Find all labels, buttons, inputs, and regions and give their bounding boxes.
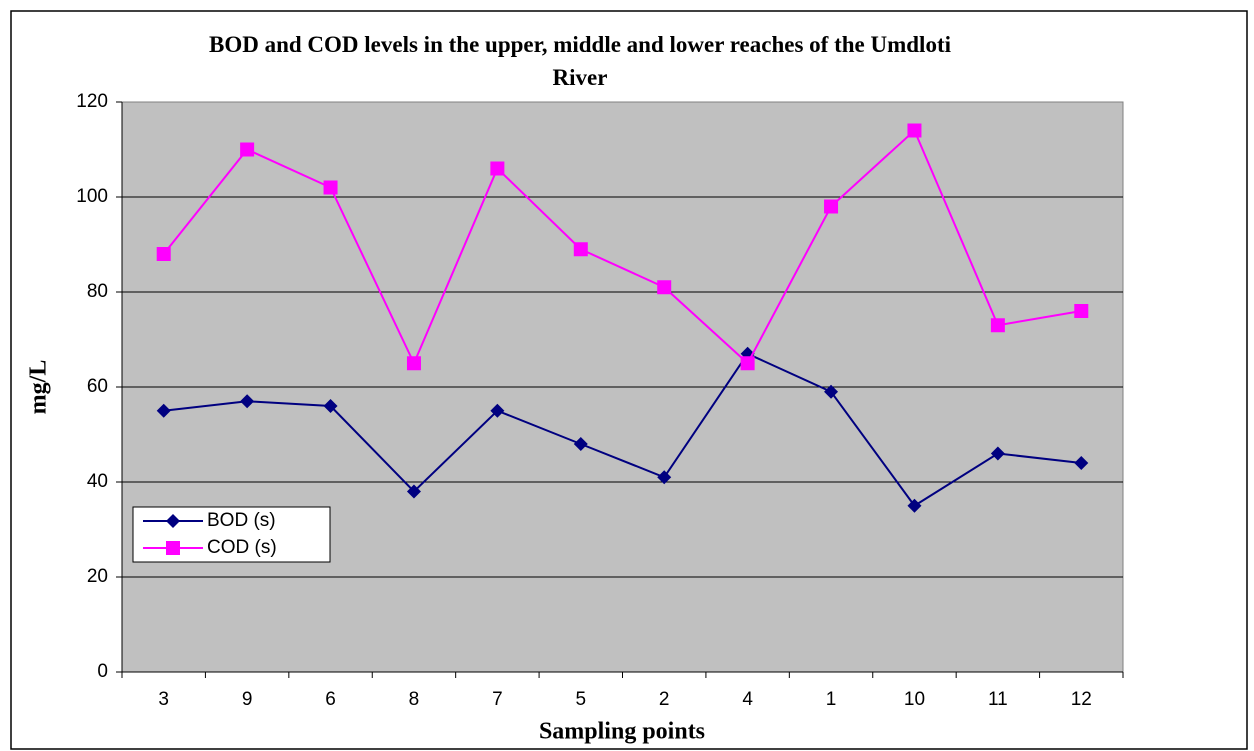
x-tick-label: 5 (576, 689, 587, 710)
y-tick-label: 120 (76, 91, 108, 112)
y-tick-label: 20 (87, 566, 108, 587)
x-tick-label: 2 (659, 689, 670, 710)
x-tick-label: 6 (325, 689, 336, 710)
x-tick-label: 12 (1071, 689, 1092, 710)
marker (990, 318, 1005, 333)
y-tick-label: 0 (97, 661, 108, 682)
marker (406, 484, 421, 499)
legend-marker (166, 514, 180, 528)
marker (323, 399, 338, 413)
marker (740, 356, 755, 371)
marker (907, 123, 922, 138)
x-tick-label: 10 (904, 689, 925, 710)
x-tick-label: 3 (158, 689, 169, 710)
x-tick-label: 7 (492, 689, 503, 710)
chart-title: BOD and COD levels in the upper, middle … (209, 32, 951, 90)
x-tick-label: 9 (242, 689, 253, 710)
marker (657, 470, 672, 485)
legend-label: BOD (s) (207, 510, 276, 531)
y-tick-label: 60 (87, 376, 108, 397)
marker (824, 384, 839, 399)
marker (1074, 304, 1089, 318)
marker (990, 446, 1005, 461)
marker (156, 247, 171, 261)
marker (824, 199, 839, 214)
series-line (162, 128, 1082, 366)
marker (657, 280, 672, 295)
y-tick-label: 40 (87, 471, 108, 492)
y-tick-label: 80 (87, 281, 108, 302)
marker (240, 142, 255, 157)
marker (490, 403, 505, 418)
x-tick-label: 4 (742, 689, 753, 710)
y-axis-label: mg/L (26, 360, 52, 415)
marker (907, 498, 922, 513)
marker (406, 356, 421, 371)
marker (490, 161, 505, 176)
marker (240, 394, 255, 409)
legend-label: COD (s) (207, 537, 277, 558)
x-tick-label: 11 (988, 689, 1008, 710)
marker (573, 242, 588, 257)
legend-box (132, 506, 331, 563)
y-tick-label: 100 (76, 186, 108, 207)
x-tick-label: 1 (826, 689, 837, 710)
marker (323, 180, 338, 195)
series-line (163, 352, 1082, 508)
legend-marker (166, 541, 180, 555)
x-axis-label: Sampling points (539, 719, 705, 745)
marker (573, 437, 588, 451)
x-tick-label: 8 (409, 689, 420, 710)
marker (1074, 456, 1089, 470)
marker (156, 403, 171, 418)
